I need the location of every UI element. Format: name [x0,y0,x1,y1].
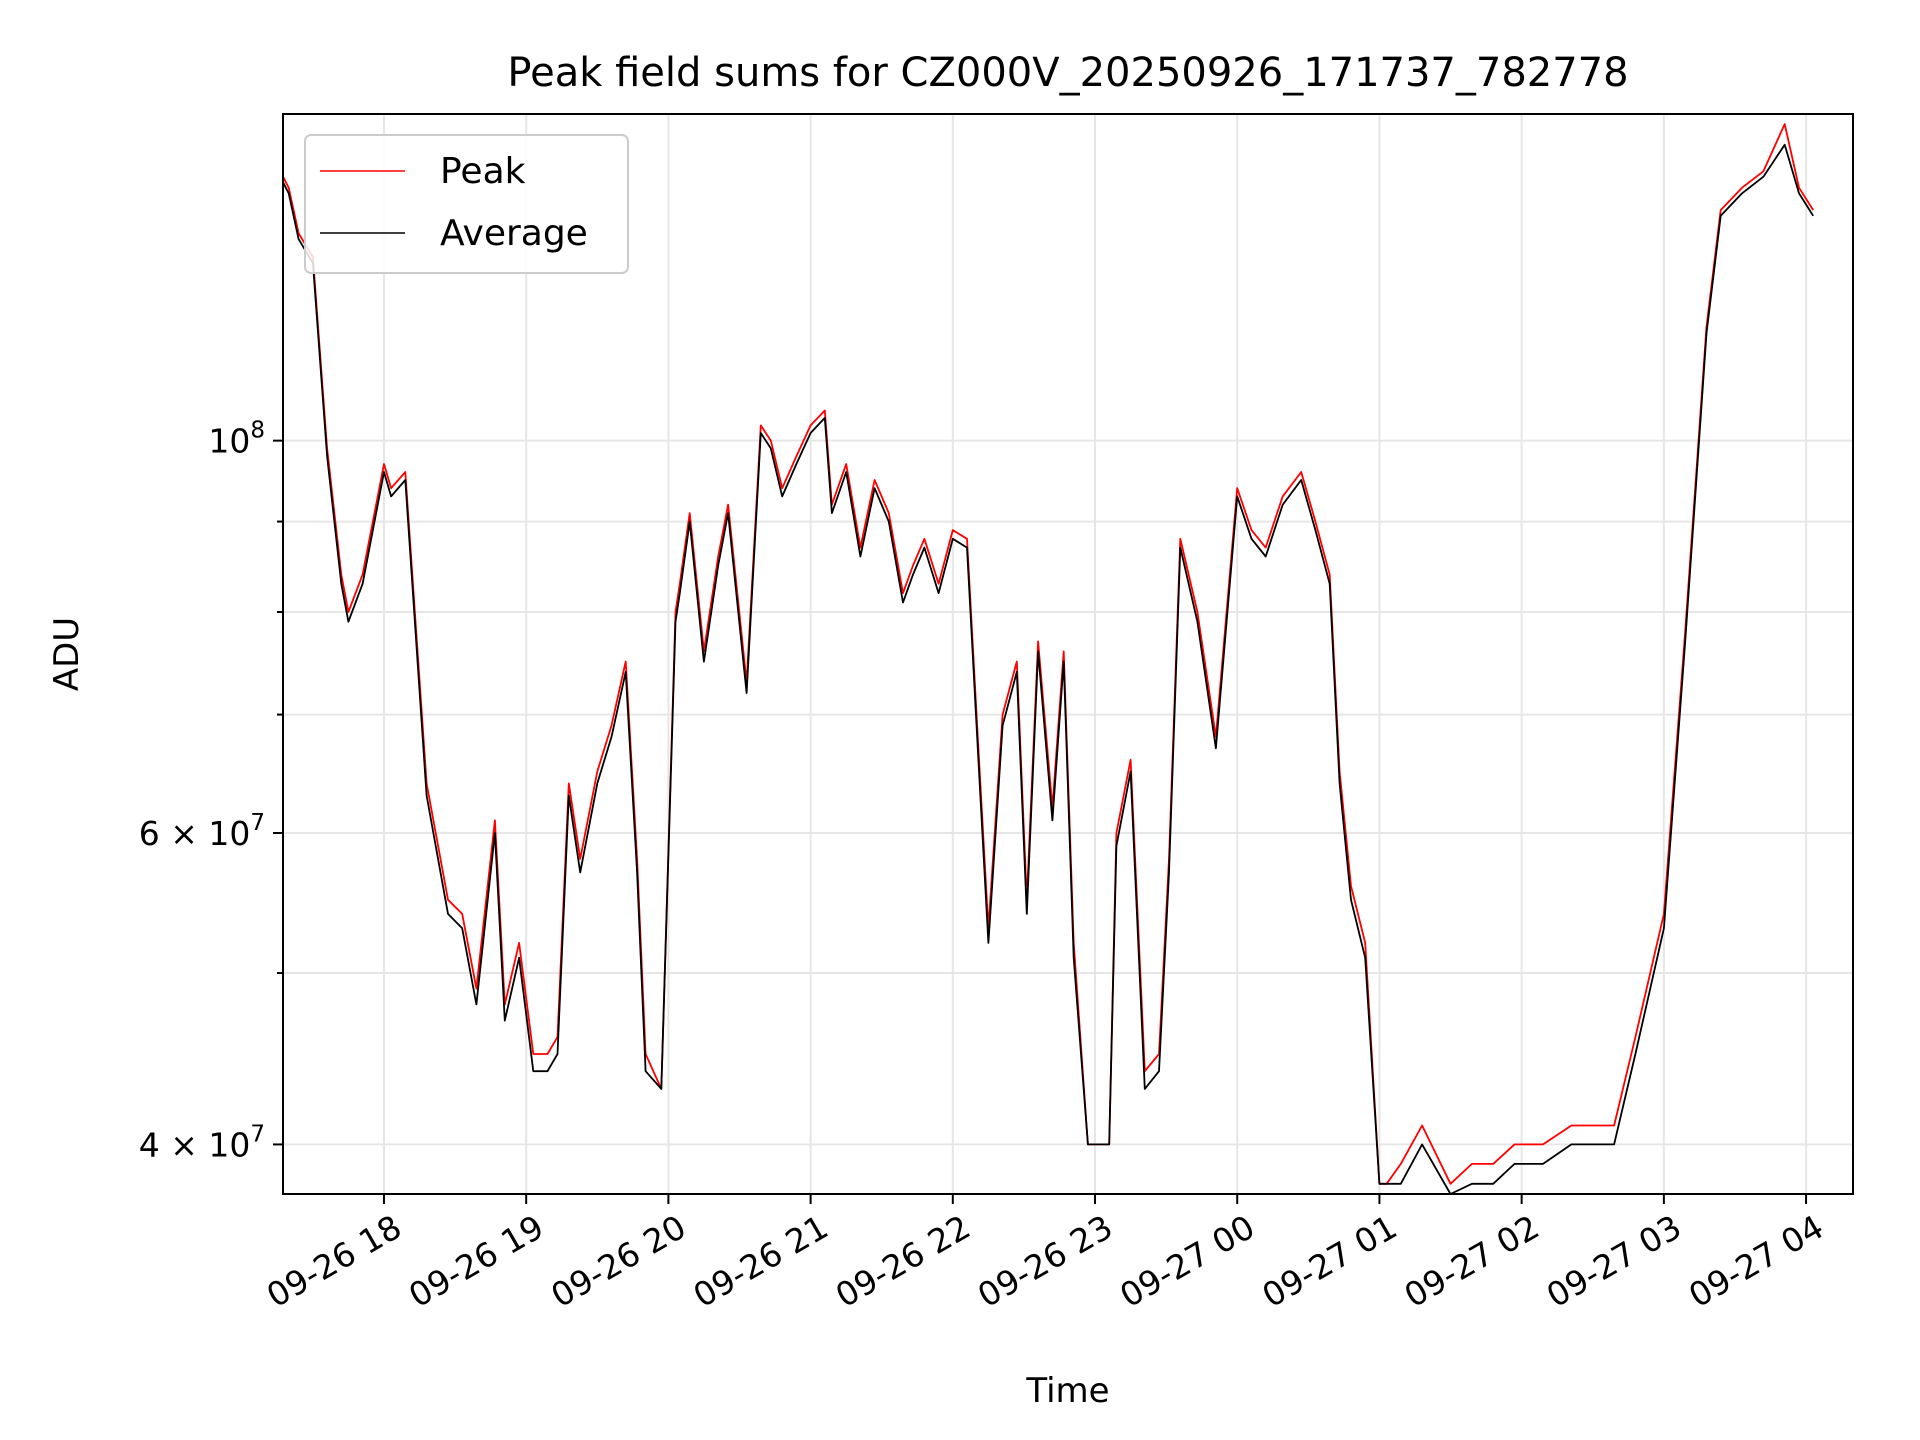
legend-label-average: Average [440,213,588,254]
series-line-average [282,143,1814,1195]
y-axis-label: ADU [47,617,87,691]
legend-box [304,134,629,274]
legend: Peak Average [304,134,629,274]
x-tick-label: 09-27 00 [1113,1207,1261,1315]
x-tick-label: 09-26 20 [544,1207,692,1315]
grid-layer [283,114,1853,1194]
y-tick-label: 108 [208,418,265,461]
x-tick-label: 09-27 04 [1682,1207,1830,1315]
x-tick-label: 09-27 01 [1255,1207,1403,1315]
y-tick-label: 4 × 107 [139,1121,265,1164]
x-tick-label: 09-26 21 [687,1207,835,1315]
y-tick-label: 6 × 107 [139,810,265,853]
x-tick-label: 09-27 03 [1540,1207,1688,1315]
series-layer [282,123,1814,1195]
x-tick-label: 09-27 02 [1398,1207,1546,1315]
plot-frame [282,113,1854,1195]
legend-label-peak: Peak [440,151,526,192]
x-tick-label: 09-26 22 [829,1207,977,1315]
x-axis-label: Time [1025,1371,1109,1411]
chart-title: Peak field sums for CZ000V_20250926_1717… [507,50,1628,96]
series-line-peak [282,123,1814,1185]
x-tick-label: 09-26 18 [260,1207,408,1315]
x-tick-label: 09-26 19 [402,1207,550,1315]
x-tick-label: 09-26 23 [971,1207,1119,1315]
